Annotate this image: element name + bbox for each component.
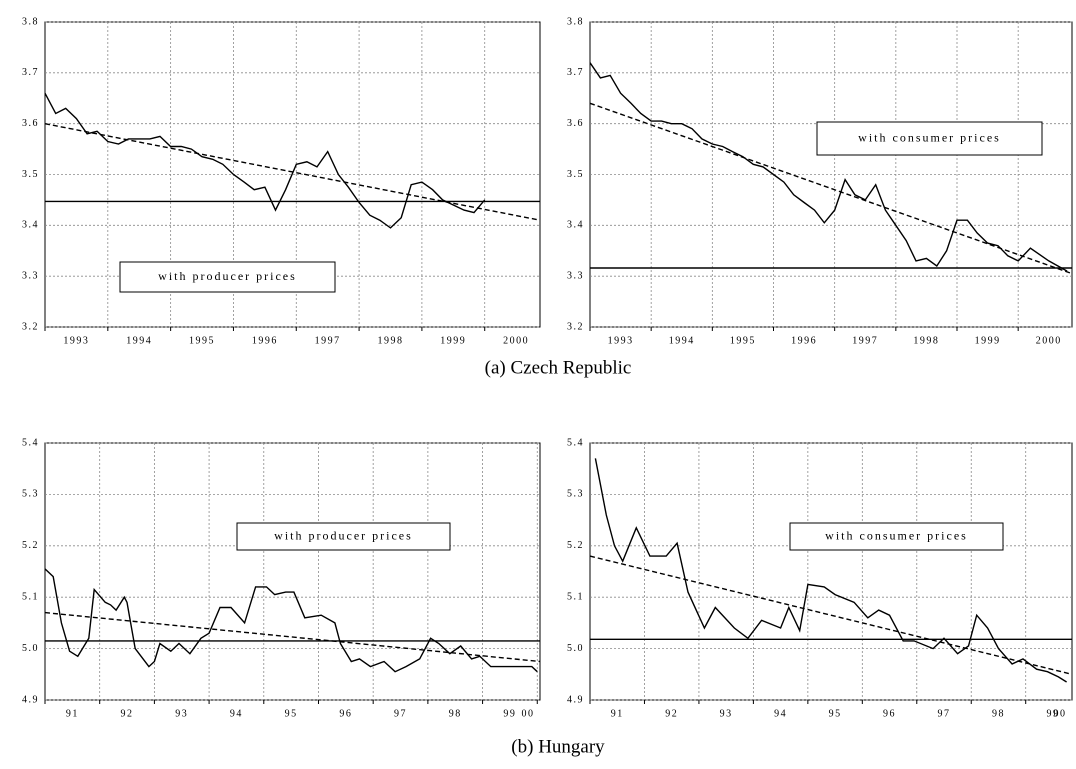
y-tick-label: 3.6 <box>22 118 39 129</box>
x-tick-label: 91 <box>66 708 79 719</box>
x-tick-label: 1996 <box>252 335 278 346</box>
annotation-box <box>789 522 1004 551</box>
y-tick-label: 3.7 <box>22 67 39 78</box>
series-line <box>594 458 1067 683</box>
trend-line <box>44 123 541 221</box>
x-tick-label: 1995 <box>730 335 756 346</box>
y-tick-label: 3.8 <box>567 16 584 27</box>
x-tick-label: 91 <box>611 708 624 719</box>
x-tick-label: 1997 <box>852 335 878 346</box>
y-tick-label: 3.3 <box>567 270 584 281</box>
x-tick-label: 98 <box>992 708 1005 719</box>
x-tick-label: 94 <box>230 708 243 719</box>
x-tick-label: 00 <box>522 708 535 719</box>
series-line <box>44 568 538 673</box>
y-tick-label: 5.3 <box>567 489 584 500</box>
x-tick-label: 2000 <box>503 335 529 346</box>
x-tick-label: 1994 <box>126 335 152 346</box>
y-tick-label: 5.4 <box>567 437 584 448</box>
x-tick-label: 96 <box>339 708 352 719</box>
caption: (b) Hungary <box>511 736 605 757</box>
x-tick-label: 97 <box>938 708 951 719</box>
x-tick-label: 94 <box>774 708 787 719</box>
y-tick-label: 4.9 <box>22 694 39 705</box>
y-tick-label: 5.3 <box>22 489 39 500</box>
series-line <box>44 92 486 229</box>
y-tick-label: 3.4 <box>22 220 39 231</box>
trend-line <box>44 611 541 663</box>
trend-line <box>589 102 1073 275</box>
x-tick-label: 1994 <box>669 335 695 346</box>
x-tick-label: 92 <box>121 708 134 719</box>
x-tick-label: 92 <box>665 708 678 719</box>
y-tick-label: 5.4 <box>22 437 39 448</box>
y-tick-label: 5.2 <box>567 540 584 551</box>
x-tick-label: 95 <box>285 708 298 719</box>
annotation: with consumer prices <box>858 130 1001 144</box>
x-tick-label: 1995 <box>189 335 215 346</box>
x-tick-label: 1999 <box>440 335 466 346</box>
y-tick-label: 3.4 <box>567 220 584 231</box>
y-tick-label: 3.3 <box>22 270 39 281</box>
y-tick-label: 4.9 <box>567 694 584 705</box>
x-tick-label: 98 <box>449 708 462 719</box>
x-tick-label: 00 <box>1054 708 1067 719</box>
plot-area <box>44 442 541 701</box>
annotation: with producer prices <box>274 528 413 542</box>
annotation-box <box>119 261 336 293</box>
annotation: with producer prices <box>158 269 297 283</box>
x-tick-label: 2000 <box>1036 335 1062 346</box>
annotation-box <box>236 522 451 551</box>
y-tick-label: 5.1 <box>567 591 584 602</box>
x-tick-label: 1998 <box>913 335 939 346</box>
x-tick-label: 1996 <box>791 335 817 346</box>
annotation: with consumer prices <box>825 528 968 542</box>
y-tick-label: 3.2 <box>567 321 584 332</box>
y-tick-label: 5.0 <box>22 643 39 654</box>
y-tick-label: 3.5 <box>567 169 584 180</box>
y-tick-label: 3.7 <box>567 67 584 78</box>
trend-line <box>589 555 1073 675</box>
caption: (a) Czech Republic <box>485 357 632 378</box>
x-tick-label: 1997 <box>315 335 341 346</box>
y-tick-label: 3.8 <box>22 16 39 27</box>
x-tick-label: 93 <box>720 708 733 719</box>
annotation-box <box>816 121 1043 156</box>
x-tick-label: 93 <box>175 708 188 719</box>
y-tick-label: 3.6 <box>567 118 584 129</box>
x-tick-label: 1993 <box>63 335 89 346</box>
x-tick-label: 1993 <box>608 335 634 346</box>
series-line <box>589 62 1068 272</box>
x-tick-label: 97 <box>394 708 407 719</box>
x-tick-label: 95 <box>829 708 842 719</box>
y-tick-label: 5.0 <box>567 643 584 654</box>
x-tick-label: 99 <box>1046 708 1059 719</box>
x-tick-label: 99 <box>503 708 516 719</box>
y-tick-label: 3.5 <box>22 169 39 180</box>
y-tick-label: 5.2 <box>22 540 39 551</box>
x-tick-label: 1999 <box>975 335 1001 346</box>
x-tick-label: 1998 <box>377 335 403 346</box>
x-tick-label: 96 <box>883 708 896 719</box>
y-tick-label: 3.2 <box>22 321 39 332</box>
y-tick-label: 5.1 <box>22 591 39 602</box>
